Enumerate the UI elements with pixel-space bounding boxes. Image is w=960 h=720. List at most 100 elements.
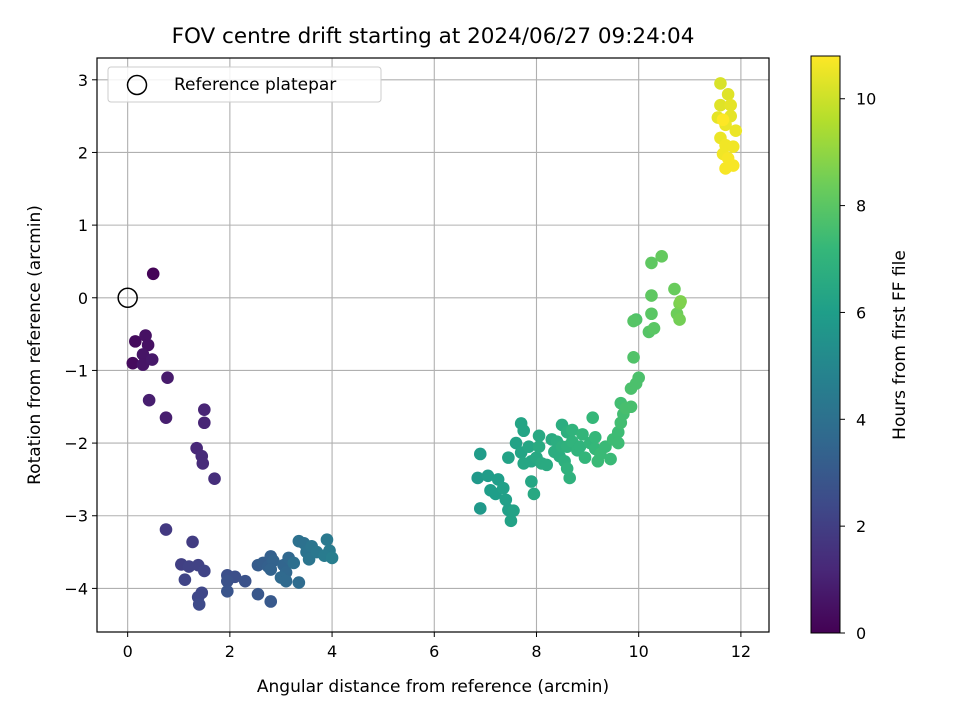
x-tick-label: 2	[225, 642, 235, 661]
data-point	[471, 471, 485, 485]
data-point	[563, 471, 576, 485]
data-point	[159, 523, 173, 536]
data-point	[264, 563, 278, 576]
data-point	[502, 451, 515, 464]
x-tick-label: 0	[123, 642, 133, 661]
data-point	[522, 440, 536, 454]
data-point	[499, 493, 513, 507]
data-point	[136, 358, 150, 371]
data-point	[178, 573, 192, 586]
colorbar-tick-label: 4	[856, 410, 866, 429]
data-point	[724, 98, 737, 112]
y-tick-label: −2	[64, 434, 88, 453]
data-point	[578, 451, 592, 464]
data-point	[496, 481, 510, 495]
x-tick-label: 8	[531, 642, 541, 661]
data-point	[238, 574, 252, 588]
data-point	[714, 77, 727, 90]
data-point	[161, 371, 174, 384]
data-point	[221, 574, 234, 588]
data-point	[647, 321, 661, 335]
colorbar-gradient	[810, 55, 841, 634]
data-point	[517, 424, 531, 438]
legend-reference-marker	[126, 74, 148, 96]
y-tick-label: 1	[78, 216, 88, 235]
data-point	[588, 430, 602, 444]
data-point	[645, 289, 658, 302]
data-point	[473, 502, 487, 515]
data-point	[586, 411, 599, 424]
data-point	[721, 88, 735, 101]
data-point	[565, 423, 579, 437]
data-point	[645, 307, 658, 321]
y-axis-ticks: −4 −3 −2 −1 0 1 2 3	[64, 71, 97, 598]
data-point	[729, 124, 743, 137]
data-point	[527, 487, 541, 501]
plot-frame	[96, 57, 770, 633]
data-point	[611, 436, 625, 450]
y-tick-label: −3	[64, 507, 88, 526]
data-point	[576, 428, 589, 441]
data-point	[198, 564, 211, 578]
legend-reference-label: Reference platepar	[174, 75, 336, 95]
data-point	[668, 282, 681, 296]
data-point	[145, 353, 159, 366]
legend-box	[107, 66, 382, 103]
data-point	[604, 452, 617, 466]
x-axis-ticks: 0 2 4 6 8 10 12	[123, 632, 751, 661]
data-point	[645, 256, 658, 270]
data-point	[716, 113, 730, 127]
data-point	[532, 440, 546, 454]
data-point	[507, 504, 520, 517]
reference-platepar-marker	[117, 287, 138, 309]
data-point	[726, 140, 740, 153]
data-point	[624, 400, 638, 414]
data-point	[714, 98, 727, 112]
data-point	[560, 462, 574, 475]
data-point	[139, 329, 152, 342]
x-tick-label: 10	[629, 642, 649, 661]
data-point	[481, 469, 495, 483]
x-tick-label: 4	[327, 642, 337, 661]
data-point	[611, 425, 625, 439]
y-tick-label: 0	[78, 289, 88, 308]
scatter-points	[117, 77, 743, 611]
legend: Reference platepar	[107, 66, 382, 103]
data-point	[504, 514, 518, 528]
data-point	[292, 576, 306, 589]
colorbar-label: Hours from first FF file	[890, 250, 910, 440]
data-point	[632, 371, 645, 384]
data-point	[525, 475, 538, 488]
y-tick-label: 3	[78, 71, 88, 90]
chart-title: FOV centre drift starting at 2024/06/27 …	[172, 24, 695, 49]
data-point	[198, 416, 211, 430]
y-axis-label: Rotation from reference (arcmin)	[25, 205, 45, 485]
data-point	[540, 458, 554, 472]
data-point	[251, 587, 265, 601]
data-point	[655, 250, 668, 263]
data-point	[186, 535, 199, 549]
data-point	[509, 436, 523, 450]
data-point	[473, 447, 487, 461]
data-point	[208, 472, 221, 485]
data-point	[142, 393, 156, 407]
x-tick-label: 12	[731, 642, 751, 661]
data-point	[532, 429, 546, 443]
colorbar-tick-label: 10	[856, 90, 876, 109]
data-point	[264, 595, 278, 608]
y-tick-label: −4	[64, 579, 88, 598]
data-point	[126, 356, 140, 370]
grid	[97, 58, 769, 632]
data-point	[198, 403, 211, 416]
data-point	[673, 313, 686, 326]
x-tick-label: 6	[429, 642, 439, 661]
data-point	[719, 162, 732, 175]
data-point	[674, 295, 687, 308]
data-point	[279, 574, 293, 588]
y-tick-label: −1	[64, 361, 88, 380]
data-point	[627, 314, 640, 328]
colorbar-ticks: 0 2 4 6 8 10	[840, 90, 876, 643]
data-point	[136, 348, 150, 361]
